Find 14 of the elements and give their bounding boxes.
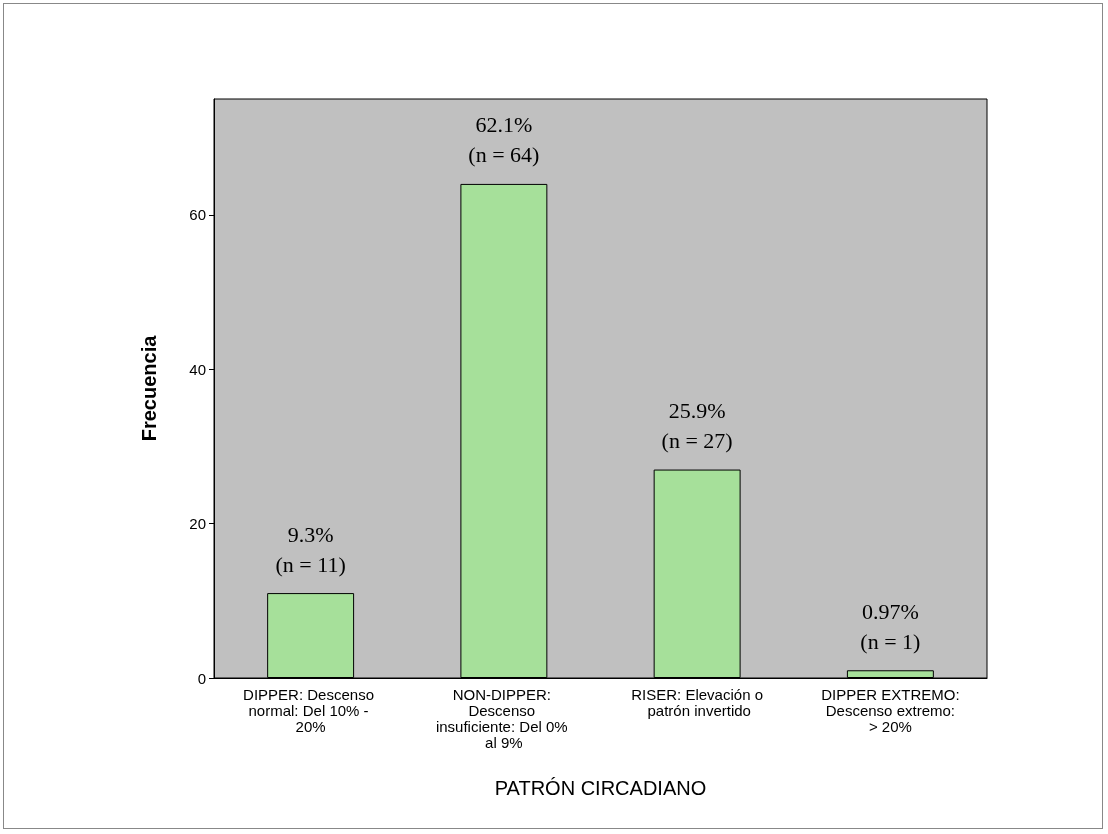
data-label: 25.9% (n = 27) — [661, 398, 733, 454]
data-label: 62.1% (n = 64) — [468, 112, 540, 168]
x-tick-label: DIPPER: Descenso normal: Del 10% - 20% — [243, 685, 379, 735]
y-tick-label: 0 — [197, 669, 206, 687]
y-axis-title: Frecuencia — [138, 334, 160, 442]
x-tick-label: RISER: Elevación o patrón invertido — [631, 685, 763, 719]
y-tick-label: 40 — [189, 360, 206, 378]
data-label: 9.3% (n = 11) — [275, 521, 346, 577]
x-tick-label: NON-DIPPER: Descenso insuficiente: Del 0% al 9% — [435, 685, 572, 751]
x-axis-title: PATRÓN CIRCADIANO — [494, 777, 707, 799]
data-label: 0.97% (n = 1) — [860, 598, 921, 654]
y-tick-label: 60 — [189, 206, 206, 224]
x-tick-label: DIPPER EXTREMO: Descenso extremo: > 20% — [821, 685, 960, 735]
y-tick-label: 20 — [189, 515, 206, 533]
